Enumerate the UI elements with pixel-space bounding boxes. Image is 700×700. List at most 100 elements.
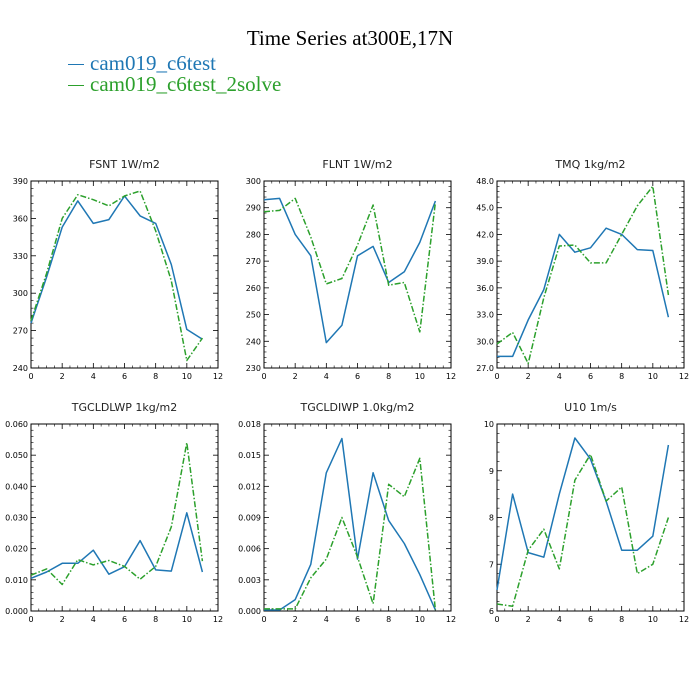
y-tick-label: 390 [13,177,28,186]
plot-frame [263,180,452,369]
y-tick-label: 240 [13,364,28,373]
y-tick-label: 270 [13,327,28,336]
panel-title: TMQ 1kg/m2 [554,158,625,171]
legend-label-2: cam019_c6test_2solve [90,71,282,96]
panel-2: FLNT 1W/m2 0 2 4 6 8 10 12 230 240 250 260 270 280 290… [246,158,456,381]
y-tick-label: 250 [246,311,261,320]
legend-label-1: cam019_c6test [90,50,216,75]
y-tick-label: 0.040 [5,482,28,491]
y-tick-label: 10 [484,420,494,429]
x-tick-label: 8 [386,372,391,381]
x-tick-label: 6 [122,615,127,624]
series-line-1 [497,227,670,358]
panel-title: U10 1m/s [564,401,617,414]
x-tick-label: 0 [28,615,33,624]
x-tick-label: 10 [182,615,192,624]
x-tick-label: 4 [324,615,329,624]
x-tick-label: 2 [293,615,298,624]
y-tick-label: 360 [13,214,28,223]
x-tick-label: 4 [557,615,562,624]
plot-frame [496,180,685,369]
legend-item-1: cam019_c6test [68,51,216,75]
plot-frame [30,180,219,369]
panel-title: FLNT 1W/m2 [322,158,392,171]
x-tick-label: 4 [324,372,329,381]
y-tick-label: 0.060 [5,420,28,429]
y-tick-label: 6 [489,607,494,616]
x-tick-label: 2 [293,372,298,381]
x-tick-label: 4 [557,372,562,381]
x-tick-label: 8 [153,615,158,624]
y-tick-label: 300 [246,177,261,186]
x-tick-label: 12 [213,372,223,381]
x-tick-label: 0 [261,372,266,381]
x-tick-label: 12 [213,615,223,624]
series-line-2 [496,185,670,365]
x-tick-label: 4 [91,615,96,624]
series-line-1 [263,197,437,344]
x-tick-label: 8 [386,615,391,624]
x-tick-label: 4 [91,372,96,381]
panel-6: U10 1m/s 0 2 4 6 8 10 12 6 7 8 9 10 [484,401,689,624]
series-line-1 [30,195,203,340]
series-line-2 [264,457,437,611]
series-line-2 [263,197,437,333]
panel-1: FSNT 1W/m2 0 2 4 6 8 10 12 240 270 300 330 360 390 [13,158,223,381]
y-tick-label: 0.012 [238,482,261,491]
x-tick-label: 0 [28,372,33,381]
x-tick-label: 8 [153,372,158,381]
y-tick-label: 0.010 [5,576,28,585]
series-line-1 [496,437,670,591]
y-tick-label: 0.015 [238,451,261,460]
x-tick-label: 12 [446,615,456,624]
x-tick-label: 2 [60,615,65,624]
y-tick-label: 280 [246,230,261,239]
panel-4: TGCLDLWP 1kg/m2 0 2 4 6 8 10 12 0.000 0.010 0.020 0… [5,401,223,624]
legend-swatch-2 [68,84,84,86]
x-tick-label: 6 [122,372,127,381]
y-tick-label: 0.000 [5,607,28,616]
y-tick-label: 290 [246,204,261,213]
y-tick-label: 27.0 [476,364,494,373]
y-tick-label: 0.003 [238,576,261,585]
y-tick-label: 0.006 [238,545,261,554]
y-tick-label: 270 [246,257,261,266]
panel-3: TMQ 1kg/m2 0 2 4 6 8 10 12 27.0 30.0 33.0 36.0 39.0 4… [476,158,689,381]
y-tick-label: 0.009 [238,514,261,523]
y-tick-label: 330 [13,252,28,261]
y-tick-label: 8 [489,514,494,523]
x-tick-label: 10 [648,615,658,624]
x-tick-label: 0 [494,372,499,381]
plot-frame [30,423,219,612]
x-tick-label: 2 [526,372,531,381]
y-tick-label: 33.0 [476,311,494,320]
y-tick-label: 260 [246,284,261,293]
series-line-2 [30,441,204,586]
y-tick-label: 36.0 [476,284,494,293]
series-line-1 [264,437,437,611]
y-tick-label: 0.000 [238,607,261,616]
x-tick-label: 6 [355,372,360,381]
x-tick-label: 12 [446,372,456,381]
series-line-1 [30,512,204,579]
panel-title: TGCLDLWP 1kg/m2 [71,401,177,414]
y-tick-label: 300 [13,289,28,298]
chart-title: Time Series at300E,17N [246,26,454,50]
series-line-2 [30,190,204,362]
x-tick-label: 0 [261,615,266,624]
x-tick-label: 2 [60,372,65,381]
y-tick-label: 0.020 [5,545,28,554]
x-tick-label: 10 [415,372,425,381]
x-tick-label: 8 [619,615,624,624]
y-tick-label: 42.0 [476,230,494,239]
x-tick-label: 6 [588,615,593,624]
y-tick-label: 230 [246,364,261,373]
x-tick-label: 8 [619,372,624,381]
y-tick-label: 30.0 [476,337,494,346]
y-tick-label: 9 [489,467,494,476]
legend-swatch-1 [68,63,84,65]
x-tick-label: 10 [415,615,425,624]
y-tick-label: 240 [246,337,261,346]
panel-5: TGCLDIWP 1.0kg/m2 0 2 4 6 8 10 12 0.000 0.003 0.00… [238,401,456,624]
